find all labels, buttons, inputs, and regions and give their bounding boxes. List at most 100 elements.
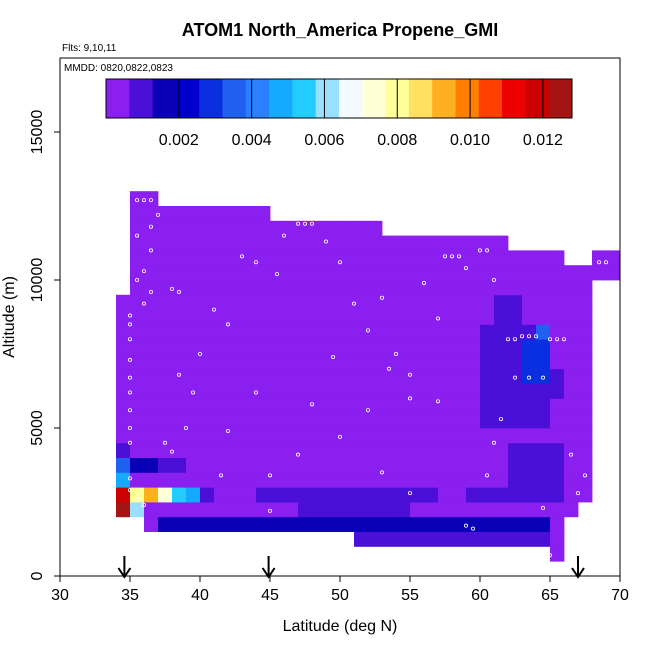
heatmap-cell: [480, 398, 495, 414]
heatmap-cell: [424, 309, 439, 325]
heatmap-cell: [438, 383, 453, 399]
heatmap-cell: [116, 294, 131, 310]
heatmap-cell: [186, 398, 201, 414]
heatmap-cell: [424, 472, 439, 488]
heatmap-cell: [480, 457, 495, 473]
heatmap-cell: [340, 383, 355, 399]
heatmap-cell: [480, 354, 495, 370]
sample-point: [176, 372, 181, 377]
heatmap-cell: [410, 383, 425, 399]
heatmap-cell: [564, 309, 579, 325]
heatmap-cell: [382, 487, 397, 503]
heatmap-cell: [116, 472, 131, 488]
heatmap-cell: [214, 294, 229, 310]
heatmap-cell: [298, 309, 313, 325]
heatmap-cell: [242, 354, 257, 370]
heatmap-cell: [256, 413, 271, 429]
heatmap-cell: [438, 487, 453, 503]
heatmap-cell: [144, 368, 159, 384]
heatmap-cell: [312, 324, 327, 340]
heatmap-cell: [536, 280, 551, 296]
heatmap-cells: [116, 191, 621, 562]
sample-point: [337, 260, 342, 265]
heatmap-cell: [578, 398, 593, 414]
sample-point: [225, 322, 230, 327]
heatmap-cell: [214, 250, 229, 266]
sample-point: [183, 425, 188, 430]
heatmap-cell: [522, 339, 537, 355]
sample-point: [127, 375, 132, 380]
heatmap-cell: [270, 280, 285, 296]
heatmap-cell: [480, 516, 495, 532]
heatmap-cell: [256, 309, 271, 325]
heatmap-cell: [410, 294, 425, 310]
heatmap-cell: [550, 413, 565, 429]
heatmap-cell: [424, 339, 439, 355]
heatmap-cell: [396, 250, 411, 266]
heatmap-cell: [270, 487, 285, 503]
heatmap-cell: [186, 368, 201, 384]
heatmap-cell: [158, 294, 173, 310]
sample-point: [513, 337, 518, 342]
sample-point: [386, 366, 391, 371]
heatmap-cell: [368, 324, 383, 340]
heatmap-cell: [172, 487, 187, 503]
heatmap-cell: [578, 324, 593, 340]
sample-point: [505, 337, 510, 342]
heatmap-cell: [242, 442, 257, 458]
heatmap-cell: [214, 309, 229, 325]
heatmap-cell: [452, 413, 467, 429]
heatmap-cell: [312, 428, 327, 444]
heatmap-cell: [480, 368, 495, 384]
heatmap-cell: [186, 354, 201, 370]
heatmap-cell: [368, 383, 383, 399]
heatmap-cell: [564, 368, 579, 384]
heatmap-cell: [508, 383, 523, 399]
heatmap-cell: [284, 324, 299, 340]
heatmap-cell: [326, 413, 341, 429]
heatmap-cell: [494, 531, 509, 547]
x-tick-label: 40: [191, 587, 209, 604]
heatmap-cell: [284, 339, 299, 355]
heatmap-cell: [410, 428, 425, 444]
sample-point: [449, 254, 454, 259]
sample-point: [239, 254, 244, 259]
heatmap-cell: [564, 339, 579, 355]
heatmap-cell: [270, 235, 285, 251]
heatmap-cell: [242, 383, 257, 399]
colorbar-swatch: [502, 79, 526, 118]
heatmap-cell: [298, 398, 313, 414]
heatmap-cell: [256, 206, 271, 222]
heatmap-cell: [158, 265, 173, 281]
heatmap-cell: [144, 265, 159, 281]
heatmap-cell: [144, 324, 159, 340]
heatmap-cell: [480, 235, 495, 251]
heatmap-cell: [508, 442, 523, 458]
heatmap-cell: [200, 368, 215, 384]
heatmap-cell: [242, 457, 257, 473]
sample-point: [127, 440, 132, 445]
heatmap-cell: [522, 324, 537, 340]
heatmap-cell: [564, 294, 579, 310]
sample-point: [148, 248, 153, 253]
heatmap-cell: [270, 428, 285, 444]
heatmap-cell: [200, 428, 215, 444]
x-tick-label: 30: [51, 587, 69, 604]
heatmap-cell: [354, 294, 369, 310]
heatmap-cell: [536, 265, 551, 281]
heatmap-cell: [494, 398, 509, 414]
heatmap-cell: [452, 531, 467, 547]
heatmap-cell: [144, 280, 159, 296]
heatmap-cell: [256, 457, 271, 473]
heatmap-cell: [550, 516, 565, 532]
heatmap-cell: [438, 294, 453, 310]
sample-point: [351, 301, 356, 306]
heatmap-cell: [214, 487, 229, 503]
heatmap-cell: [144, 339, 159, 355]
heatmap-cell: [326, 280, 341, 296]
heatmap-cell: [508, 309, 523, 325]
heatmap-cell: [158, 206, 173, 222]
heatmap-cell: [522, 383, 537, 399]
heatmap-cell: [424, 294, 439, 310]
heatmap-cell: [186, 235, 201, 251]
